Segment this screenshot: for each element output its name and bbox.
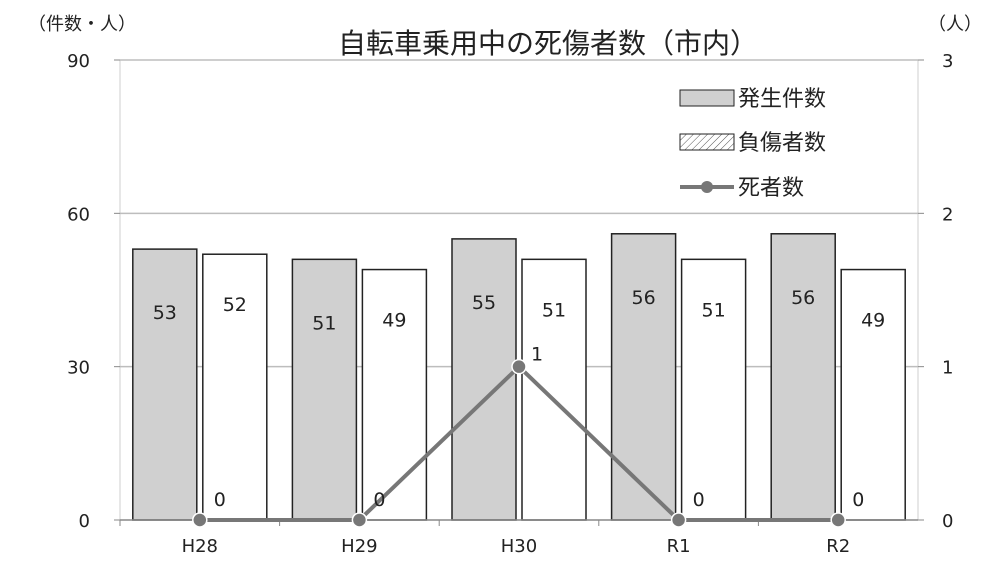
bar-label-occurrences: 56 — [632, 287, 656, 309]
bar-label-occurrences: 55 — [472, 292, 496, 314]
right-tick-label: 2 — [942, 204, 953, 225]
category-label: R1 — [667, 536, 691, 557]
legend-label-deaths: 死者数 — [738, 176, 804, 201]
left-tick-label: 30 — [67, 358, 90, 379]
bar-label-injured: 52 — [223, 294, 247, 316]
bar-label-injured: 49 — [382, 310, 406, 332]
bar-label-occurrences: 53 — [153, 302, 177, 324]
point-deaths — [511, 358, 527, 375]
point-deaths — [351, 512, 368, 528]
bar-occurrences — [291, 258, 358, 521]
bar-label-injured: 51 — [702, 299, 726, 321]
left-tick-label: 0 — [79, 511, 90, 532]
point-label-deaths: 1 — [531, 344, 543, 366]
point-deaths — [830, 512, 846, 528]
bar-occurrences — [770, 233, 836, 521]
point-label-deaths: 0 — [693, 489, 705, 511]
point-label-deaths: 0 — [852, 489, 864, 511]
category-label: H28 — [182, 536, 218, 557]
legend-marker-deaths — [701, 181, 713, 193]
bar-label-injured: 51 — [542, 299, 566, 321]
point-deaths — [192, 512, 208, 528]
bar-injured — [202, 253, 268, 521]
legend-swatch-occurrences — [679, 89, 735, 107]
bar-injured — [361, 268, 428, 521]
point-deaths — [670, 512, 687, 528]
legend-label-occurrences: 発生件数 — [738, 87, 826, 112]
point-label-deaths: 0 — [373, 489, 385, 511]
bar-occurrences — [132, 248, 198, 521]
legend-item-injured: 負傷者数 — [679, 131, 826, 156]
bar-occurrences — [610, 233, 677, 521]
left-tick-label: 60 — [67, 204, 90, 225]
legend-swatch-injured — [679, 133, 735, 151]
left-axis-unit: （件数・人） — [28, 14, 136, 35]
left-tick-label: 90 — [67, 51, 90, 72]
legend-label-injured: 負傷者数 — [738, 131, 826, 156]
chart-title: 自転車乗用中の死傷者数（市内） — [338, 27, 758, 60]
category-label: H30 — [501, 536, 537, 557]
legend-item-occurrences: 発生件数 — [679, 87, 826, 112]
right-axis-unit: （人） — [928, 14, 982, 35]
category-label: R2 — [826, 536, 850, 557]
legend: 発生件数 負傷者数 死者数 — [679, 87, 826, 201]
right-tick-label: 1 — [942, 358, 953, 379]
point-label-deaths: 0 — [214, 489, 226, 511]
bar-label-injured: 49 — [861, 310, 885, 332]
bar-label-occurrences: 56 — [791, 287, 815, 309]
right-tick-label: 0 — [942, 511, 953, 532]
right-tick-label: 3 — [942, 51, 953, 72]
bar-label-occurrences: 51 — [312, 312, 336, 334]
legend-item-deaths: 死者数 — [680, 176, 804, 201]
bar-injured — [840, 268, 906, 521]
category-label: H29 — [341, 536, 377, 557]
